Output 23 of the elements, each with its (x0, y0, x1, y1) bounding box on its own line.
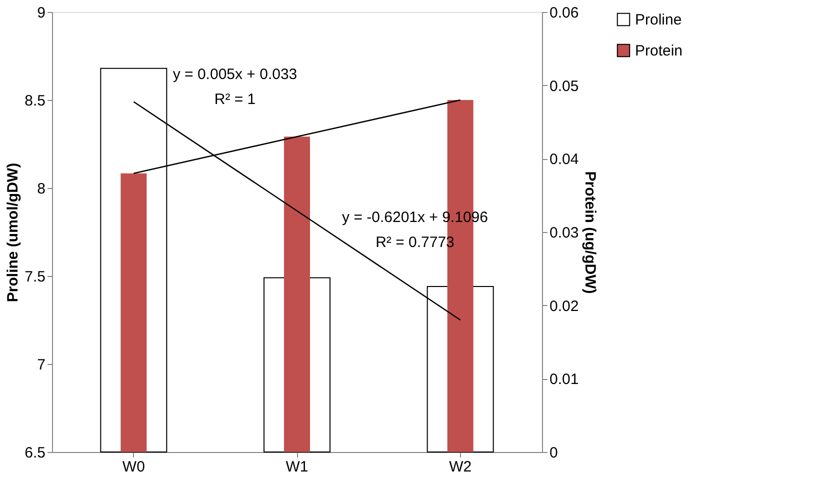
y-tick-label: 6.5 (24, 444, 46, 462)
y2-tick-label: 0.01 (550, 371, 579, 388)
bar (120, 173, 147, 452)
y-tick-label: 8 (37, 180, 46, 198)
y2-tick-label: 0.02 (550, 298, 579, 315)
y2-tick-label: 0.04 (550, 151, 579, 168)
y2-tick-label: 0.06 (550, 4, 579, 22)
annotation: y = 0.005x + 0.033 (172, 66, 298, 83)
x-tick-label: W0 (122, 458, 145, 476)
y-tick-label: 7 (37, 356, 46, 374)
annotation: R² = 1 (214, 91, 256, 108)
legend-label: Proline (635, 12, 682, 28)
y-tick-label: 8.5 (24, 92, 46, 110)
y-tick-label: 9 (37, 4, 46, 22)
y2-tick-label: 0.03 (550, 224, 579, 242)
y-tick-label: 7.5 (24, 268, 46, 286)
x-tick-label: W2 (449, 458, 472, 476)
y2-axis-title: Protein (ug/gDW) (582, 171, 599, 294)
y-axis-title: Proline (umol/gDW) (4, 162, 22, 302)
y2-tick-label: 0.05 (550, 78, 579, 95)
legend-label: Protein (635, 42, 683, 60)
y2-tick-label: 0 (550, 444, 558, 462)
x-tick-label: W1 (286, 458, 308, 476)
